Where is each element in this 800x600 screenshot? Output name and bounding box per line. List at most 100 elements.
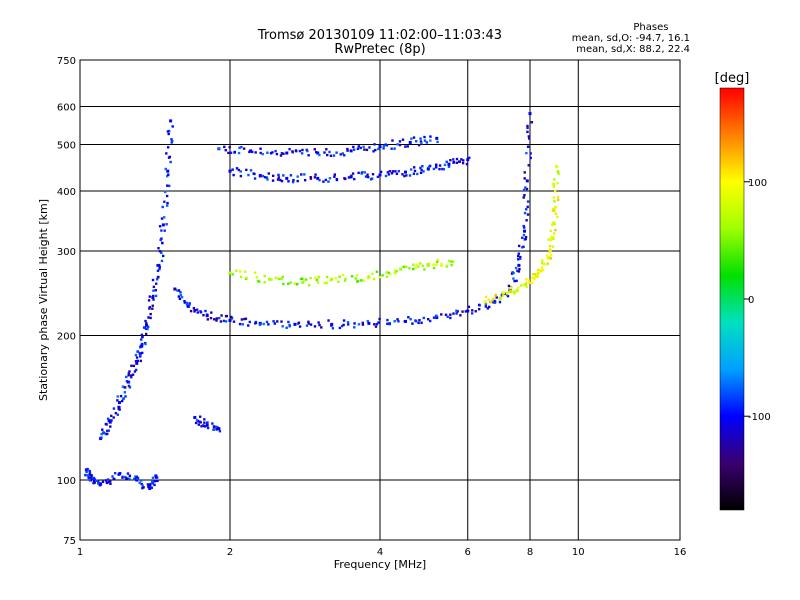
data-point (316, 176, 320, 180)
data-point-fill (177, 295, 181, 298)
data-point-fill (377, 147, 380, 151)
data-point (135, 361, 139, 365)
data-point-fill (441, 167, 444, 171)
data-point-fill (525, 285, 528, 289)
data-point-fill (422, 170, 425, 173)
data-point-fill (203, 418, 206, 421)
data-point-fill (313, 325, 317, 328)
data-point-fill (270, 278, 273, 281)
data-point-fill (517, 286, 520, 289)
data-point-fill (494, 294, 497, 297)
data-point-fill (423, 268, 426, 271)
data-point-fill (127, 374, 130, 377)
data-point-fill (128, 477, 131, 480)
data-point-fill (128, 474, 132, 477)
data-point-fill (179, 291, 182, 294)
data-point-fill (386, 322, 389, 325)
data-point-fill (412, 172, 416, 175)
data-point-fill (388, 272, 392, 276)
data-point-fill (328, 177, 332, 180)
data-point (451, 260, 455, 264)
data-point-fill (366, 319, 370, 323)
data-point-fill (398, 140, 402, 143)
data-point-fill (167, 129, 171, 133)
data-point-fill (419, 137, 422, 140)
data-point-fill (206, 421, 209, 424)
data-point-fill (434, 166, 438, 169)
data-point-fill (521, 236, 524, 240)
data-point (84, 468, 88, 472)
data-point-fill (121, 399, 124, 403)
data-point (258, 321, 262, 325)
data-point-fill (426, 263, 429, 266)
data-point-fill (148, 307, 151, 310)
data-point-fill (391, 139, 394, 142)
data-point-fill (465, 162, 469, 166)
data-point-fill (372, 150, 375, 153)
data-point-fill (170, 138, 173, 141)
data-point-fill (131, 373, 135, 376)
data-point-fill (107, 429, 110, 432)
data-point (228, 318, 232, 322)
y-tick-label: 200 (57, 332, 76, 343)
data-point-fill (522, 224, 525, 228)
data-point-fill (132, 364, 136, 368)
data-point-fill (152, 289, 155, 292)
data-point-fill (287, 180, 290, 183)
y-ticks: 75 100 200 300 400 500 600 750 (57, 56, 76, 547)
data-point-fill (411, 322, 414, 325)
data-point-fill (271, 179, 275, 182)
data-point-fill (396, 318, 399, 321)
data-point-fill (375, 270, 379, 273)
data-point-fill (353, 177, 356, 181)
data-point-fill (403, 174, 406, 178)
data-point-fill (206, 426, 210, 430)
data-point-fill (395, 270, 398, 273)
data-point-fill (134, 360, 138, 363)
data-point-fill (527, 279, 530, 282)
data-point-fill (162, 216, 166, 219)
data-point (447, 162, 451, 166)
data-point-fill (92, 479, 96, 483)
data-point-fill (155, 282, 158, 285)
data-point-fill (526, 124, 529, 128)
data-point-fill (277, 173, 280, 177)
data-point-fill (401, 173, 404, 176)
data-point-fill (151, 304, 154, 307)
data-point-fill (300, 152, 304, 155)
data-point-fill (384, 174, 388, 178)
data-point-fill (300, 277, 304, 280)
data-point-fill (195, 418, 199, 422)
data-point-fill (333, 175, 336, 178)
data-point-fill (522, 233, 526, 237)
data-point-fill (325, 148, 328, 151)
data-point-fill (406, 145, 409, 148)
data-point-fill (100, 432, 103, 436)
data-point-fill (468, 156, 471, 159)
data-point-fill (329, 154, 333, 157)
data-point-fill (171, 125, 174, 128)
data-point-fill (318, 178, 321, 182)
data-point-fill (374, 325, 378, 328)
data-point-fill (263, 274, 266, 278)
x-tick-label: 16 (674, 547, 687, 558)
data-point (399, 267, 403, 271)
data-point-fill (163, 200, 166, 203)
data-point-fill (147, 485, 150, 489)
data-point-fill (526, 200, 530, 203)
data-point-fill (291, 180, 295, 184)
data-point-fill (133, 477, 136, 481)
data-point-fill (113, 471, 117, 475)
data-point-fill (130, 364, 133, 367)
data-point-fill (298, 149, 302, 153)
data-point-fill (146, 327, 149, 331)
data-point-fill (136, 359, 140, 363)
data-point (145, 323, 149, 327)
data-point-fill (397, 320, 400, 323)
data-point-fill (524, 235, 528, 239)
data-point-fill (516, 254, 520, 258)
data-point-fill (305, 324, 309, 327)
data-point-fill (467, 305, 471, 309)
data-point-fill (333, 173, 337, 176)
data-point-fill (165, 194, 169, 198)
